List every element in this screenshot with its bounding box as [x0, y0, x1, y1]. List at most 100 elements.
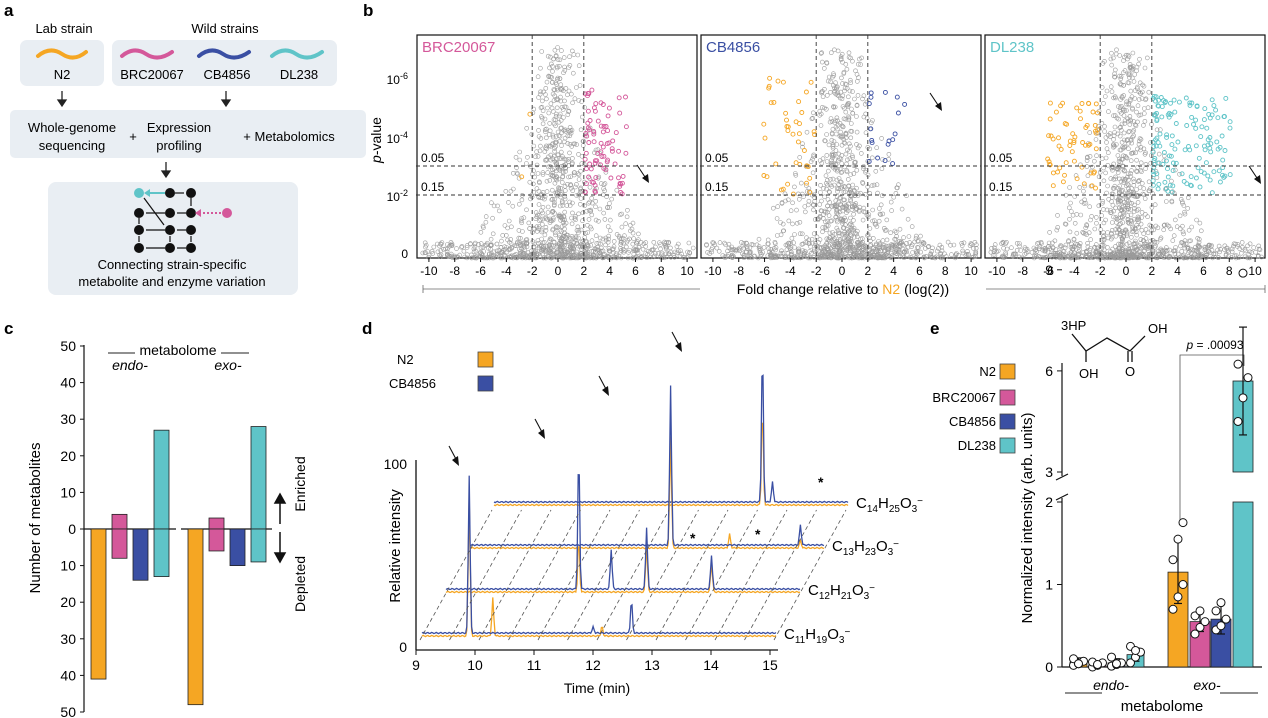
gray-point	[555, 243, 561, 248]
gray-point	[514, 243, 519, 248]
gray-point	[1003, 252, 1009, 258]
gray-point	[1163, 249, 1169, 254]
gray-point	[821, 66, 827, 71]
gray-point	[1084, 158, 1090, 163]
gray-point	[1108, 84, 1114, 89]
down-point	[1077, 108, 1083, 114]
formula-part: H	[878, 495, 889, 512]
gray-point	[843, 116, 849, 122]
gray-point	[536, 189, 542, 194]
gray-point	[1111, 177, 1116, 182]
gray-point	[843, 151, 849, 157]
chromatogram-row-4: C11H19O3−	[421, 475, 850, 646]
gray-point	[575, 52, 581, 58]
gray-point	[1189, 224, 1194, 230]
gray-point	[575, 255, 581, 261]
gray-point	[563, 169, 568, 174]
gray-point	[853, 254, 859, 260]
c-group-title: metabolome	[139, 342, 216, 358]
gray-point	[423, 244, 428, 250]
up-point	[892, 131, 898, 137]
gray-point	[570, 250, 576, 255]
gray-point	[1154, 240, 1160, 245]
up-point	[866, 159, 872, 164]
volcano-title: BRC20067	[422, 39, 495, 56]
gray-point	[756, 244, 762, 249]
up-point	[1193, 117, 1199, 123]
gray-point	[1069, 209, 1074, 214]
gray-point	[828, 90, 833, 95]
gray-point	[563, 104, 569, 110]
gray-point	[1186, 250, 1191, 255]
gray-point	[653, 244, 658, 250]
gray-point	[622, 233, 627, 238]
gray-point	[839, 51, 845, 57]
gray-point	[1118, 159, 1124, 165]
gray-point	[1179, 249, 1184, 254]
gray-point	[443, 246, 448, 252]
formula-part: H	[830, 582, 841, 599]
gray-point	[1215, 255, 1221, 261]
gray-point	[1057, 253, 1062, 259]
x-tick-label: -8	[733, 264, 744, 278]
gray-point	[839, 153, 845, 158]
gray-point	[741, 241, 747, 246]
up-point	[620, 173, 626, 179]
gray-point	[841, 140, 847, 145]
gray-point	[1109, 228, 1115, 233]
gray-point	[989, 246, 994, 251]
e-data-point	[1074, 659, 1083, 669]
gray-point	[1117, 212, 1123, 217]
down-point	[768, 100, 774, 106]
gray-point	[597, 252, 602, 258]
e-oh-label-right: OH	[1148, 321, 1168, 336]
gray-point	[830, 155, 835, 160]
gray-point	[625, 255, 631, 261]
up-point	[1168, 100, 1173, 106]
gray-point	[607, 201, 612, 206]
gray-point	[835, 219, 840, 225]
gray-point	[913, 233, 919, 239]
gray-point	[539, 229, 545, 235]
gray-point	[867, 226, 873, 231]
p-threshold-015-label: 0.15	[705, 180, 729, 194]
gray-point	[1152, 244, 1158, 250]
gray-point	[1111, 133, 1117, 139]
gray-point	[768, 252, 774, 258]
b-ytick-1e-2: 10-2	[387, 188, 408, 204]
gray-point	[1016, 254, 1022, 260]
gray-point	[1117, 125, 1123, 130]
up-point	[1155, 103, 1161, 109]
up-point	[1209, 97, 1215, 103]
e-data-point	[1173, 534, 1183, 544]
gray-point	[800, 248, 806, 253]
up-point	[609, 148, 615, 154]
up-point	[1163, 186, 1169, 192]
down-point	[1078, 116, 1083, 122]
gray-point	[1128, 212, 1134, 218]
trace-cb4856	[445, 473, 801, 591]
down-point	[796, 99, 802, 105]
gray-point	[540, 172, 546, 177]
gray-point	[855, 62, 861, 67]
gray-point	[874, 255, 880, 260]
down-point	[1074, 105, 1080, 111]
gray-point	[906, 234, 912, 239]
gray-point	[624, 214, 630, 220]
gray-point	[636, 231, 641, 237]
gray-point	[1135, 200, 1141, 205]
gray-point	[570, 70, 576, 76]
gray-point	[778, 232, 784, 238]
gray-point	[1081, 230, 1086, 236]
gray-point	[768, 247, 774, 252]
gray-point	[868, 242, 874, 247]
gray-point	[904, 193, 909, 198]
gray-point	[1043, 247, 1048, 253]
gray-point	[633, 240, 639, 246]
gray-point	[851, 171, 857, 176]
gray-point	[549, 243, 555, 248]
gray-point	[869, 254, 875, 260]
time-guide-line	[567, 509, 640, 641]
gray-point	[819, 105, 825, 110]
formula-part: 21	[841, 591, 853, 602]
